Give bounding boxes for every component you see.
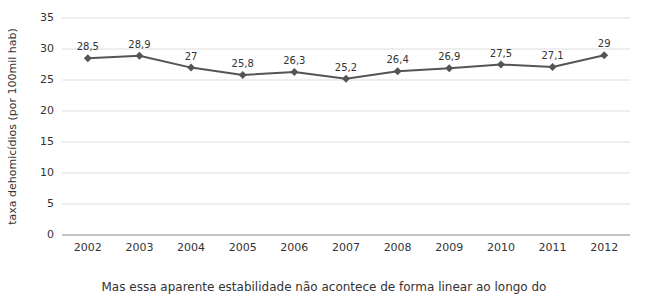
grid-line <box>62 173 630 174</box>
x-tick-label: 2009 <box>435 241 463 254</box>
data-label: 27,5 <box>490 48 512 59</box>
grid-line <box>62 142 630 143</box>
x-tick-label: 2006 <box>280 241 308 254</box>
marker <box>187 64 195 72</box>
x-tick-label: 2002 <box>74 241 102 254</box>
marker <box>600 51 608 59</box>
data-label: 25,2 <box>335 62 357 73</box>
marker <box>84 54 92 62</box>
y-tick-label: 35 <box>40 11 54 24</box>
data-label: 27,1 <box>541 50 563 61</box>
x-tick-label: 2010 <box>487 241 515 254</box>
x-tick-label: 2007 <box>332 241 360 254</box>
y-tick-label: 10 <box>40 166 54 179</box>
x-tick-label: 2008 <box>384 241 412 254</box>
data-label: 25,8 <box>232 58 254 69</box>
y-tick-label: 20 <box>40 104 54 117</box>
y-grid <box>62 18 630 235</box>
x-tick-label: 2003 <box>125 241 153 254</box>
x-tick-label: 2011 <box>539 241 567 254</box>
y-tick-label: 30 <box>40 42 54 55</box>
marker <box>549 63 557 71</box>
marker <box>342 75 350 83</box>
data-label: 26,9 <box>438 51 460 62</box>
x-axis-line <box>62 235 630 236</box>
data-label: 26,3 <box>283 55 305 66</box>
grid-line <box>62 204 630 205</box>
x-tick-label: 2012 <box>590 241 618 254</box>
chart: 0 5 10 15 20 25 30 35 2002 2003 2004 2005 2006 2007 20… <box>0 0 648 305</box>
y-tick-label: 0 <box>47 228 54 241</box>
grid-line <box>62 111 630 112</box>
y-tick-label: 15 <box>40 135 54 148</box>
caption: Mas essa aparente estabilidade não acont… <box>102 280 547 294</box>
chart-container: 0 5 10 15 20 25 30 35 2002 2003 2004 2005 2006 2007 20… <box>0 0 648 305</box>
data-label: 28,9 <box>128 39 150 50</box>
data-label: 28,5 <box>77 41 99 52</box>
data-label: 26,4 <box>387 54 409 65</box>
y-tick-label: 25 <box>40 73 54 86</box>
marker <box>135 52 143 60</box>
y-tick-label: 5 <box>47 197 54 210</box>
series <box>84 51 608 83</box>
x-tick-label: 2005 <box>229 241 257 254</box>
data-label: 29 <box>598 38 611 49</box>
marker <box>497 61 505 69</box>
marker <box>445 64 453 72</box>
grid-line <box>62 18 630 19</box>
y-axis-label: taxa dehomicídios (por 100mil hab) <box>6 28 19 224</box>
marker <box>239 71 247 79</box>
x-tick-label: 2004 <box>177 241 205 254</box>
marker <box>394 67 402 75</box>
data-label: 27 <box>185 51 198 62</box>
marker <box>290 68 298 76</box>
grid-line <box>62 235 630 236</box>
